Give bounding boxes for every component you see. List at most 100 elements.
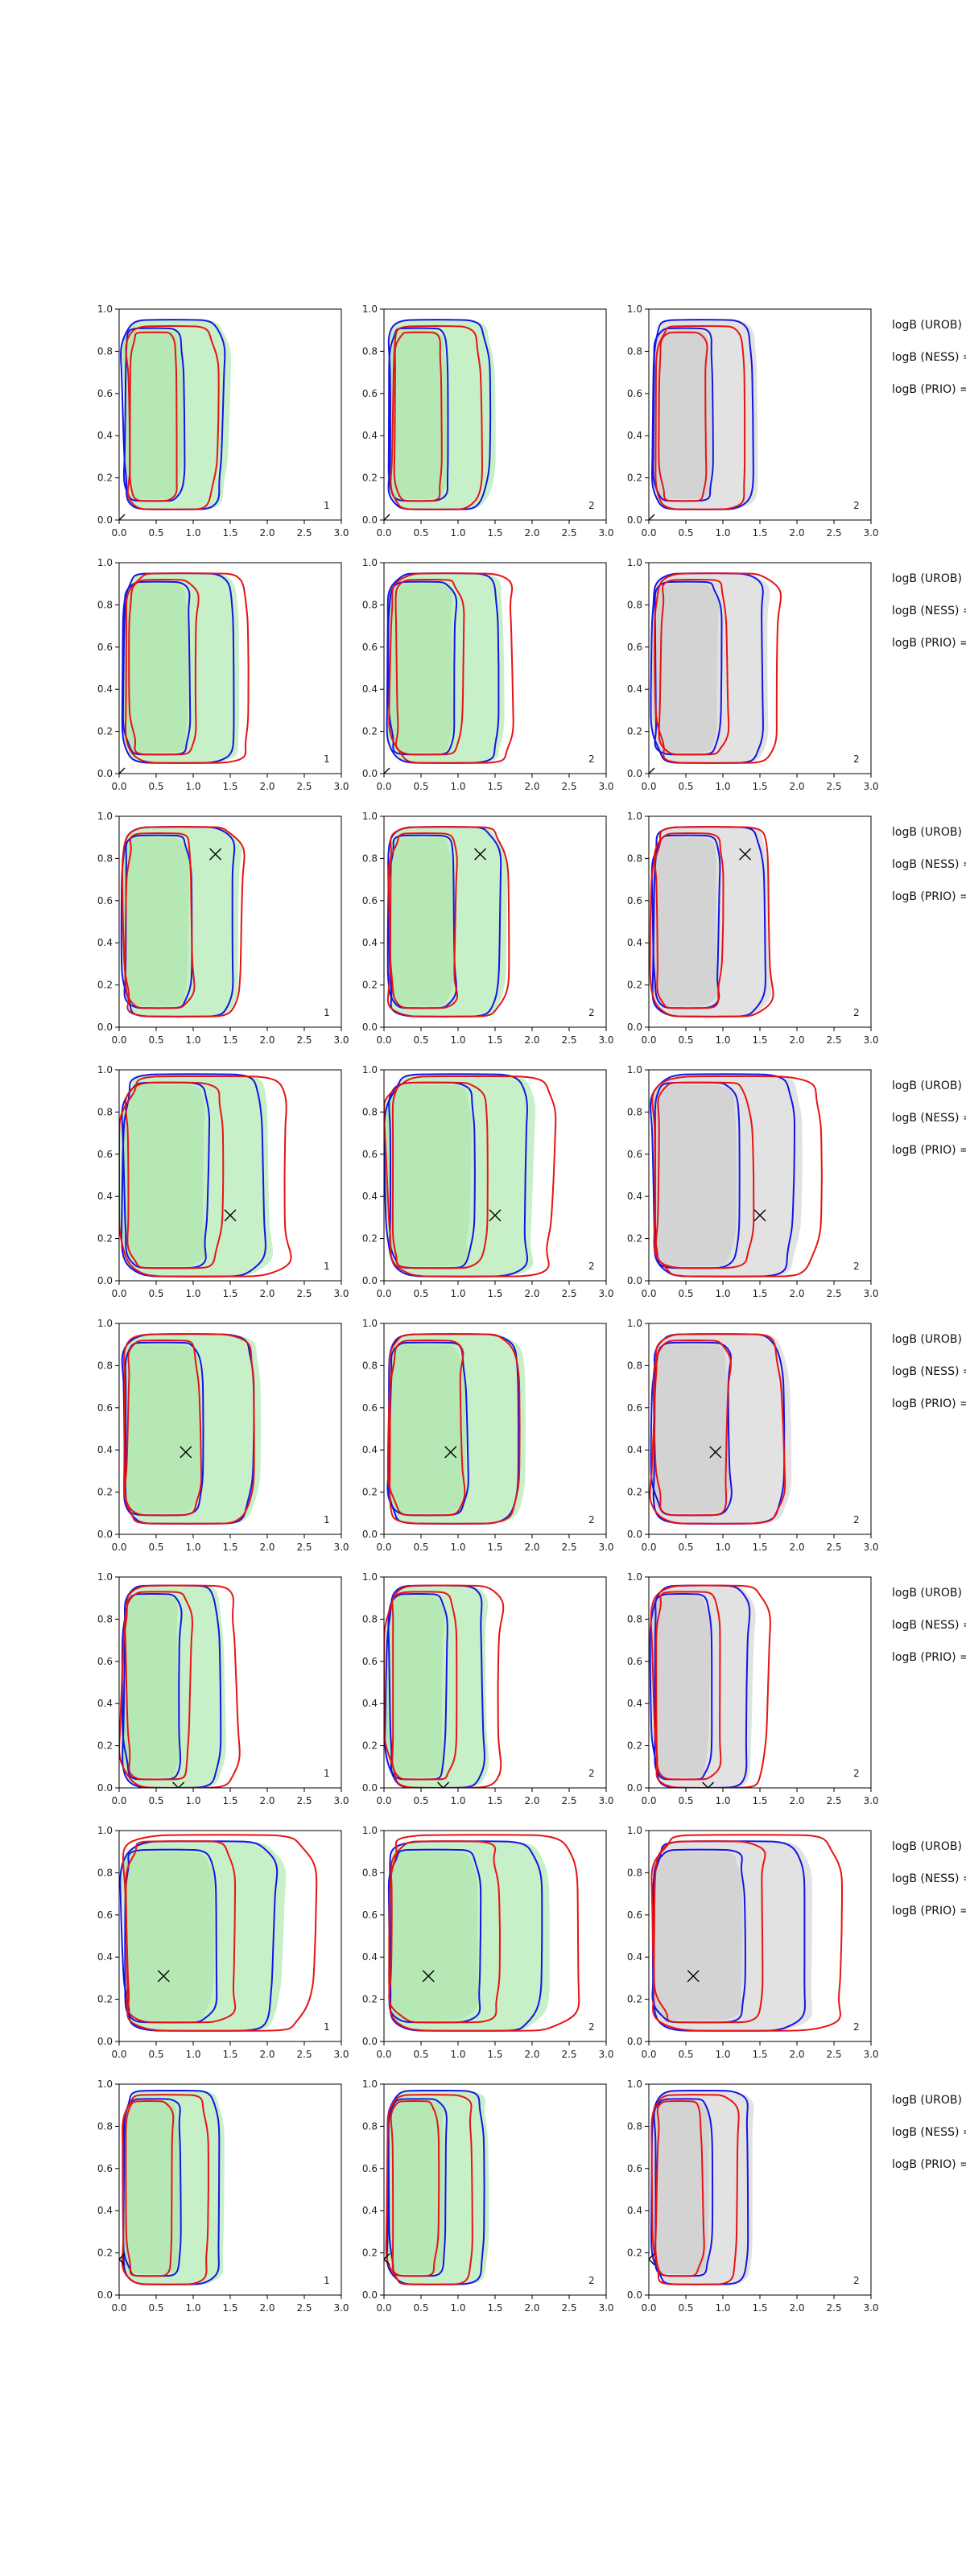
red-outer-contour (650, 2094, 740, 2285)
x-tick-label: 3.0 (333, 1288, 349, 1299)
x-tick-label: 0.0 (111, 781, 126, 792)
y-tick-label: 0.8 (97, 345, 113, 357)
x-tick-label: 3.0 (863, 1034, 878, 1046)
truth-marker (702, 1781, 715, 1788)
prior-inner-fill (123, 1852, 215, 2021)
blue-outer-contour (122, 1584, 222, 1788)
y-tick-label: 0.6 (97, 895, 113, 906)
red-outer-contour (388, 1333, 521, 1525)
plot-area (119, 1834, 318, 2032)
x-tick-label: 1.5 (752, 1542, 767, 1553)
y-tick-label: 0.0 (362, 2289, 378, 2301)
x-tick-label: 2.0 (259, 527, 275, 539)
logb-annotation: logB (UROB) = (892, 1840, 966, 1853)
blue-inner-contour (650, 1341, 733, 1517)
y-tick-label: 0.4 (362, 1698, 378, 1709)
y-tick-label: 0.2 (362, 2248, 378, 2259)
y-tick-label: 0.8 (362, 599, 378, 610)
y-tick-label: 0.4 (627, 1191, 642, 1202)
red-inner-contour (658, 579, 730, 756)
prior-inner-fill (122, 330, 184, 499)
x-tick-label: 0.5 (413, 2049, 428, 2060)
y-tick-label: 1.0 (627, 811, 642, 822)
y-tick-label: 0.2 (97, 1487, 113, 1498)
panel-r4-c3: 0.0 0.5 1.0 1.5 2.0 2.5 3.0 0.0 0.2 0.4 0.6 0.8 1.0 2 (627, 1064, 879, 1299)
y-tick-label: 0.8 (362, 852, 378, 864)
x-tick-label: 1.5 (222, 2049, 237, 2060)
y-tick-label: 0.2 (627, 1487, 642, 1498)
panel-r1-c2: 0.0 0.5 1.0 1.5 2.0 2.5 3.0 0.0 0.2 0.4 0.6 0.8 1.0 2 (362, 303, 614, 539)
panel-number: 2 (588, 1007, 595, 1018)
y-tick-label: 1.0 (627, 1064, 642, 1075)
y-tick-label: 0.0 (362, 768, 378, 779)
blue-inner-contour (122, 2098, 182, 2277)
y-tick-label: 0.8 (97, 852, 113, 864)
y-tick-label: 0.0 (97, 2036, 113, 2047)
x-tick-label: 2.5 (826, 781, 841, 792)
x-tick-label: 1.5 (222, 1288, 237, 1299)
y-tick-label: 1.0 (627, 1571, 642, 1583)
y-tick-label: 0.8 (627, 852, 642, 864)
x-tick-label: 0.5 (148, 527, 163, 539)
prior-inner-fill (652, 1084, 737, 1266)
red-outer-contour (650, 1584, 771, 1788)
x-tick-label: 0.5 (413, 2302, 428, 2314)
y-tick-label: 0.6 (97, 388, 113, 399)
y-tick-label: 0.6 (97, 1909, 113, 1921)
x-tick-label: 0.5 (413, 781, 428, 792)
plot-area (386, 1333, 526, 1525)
y-tick-label: 0.8 (362, 2120, 378, 2132)
truth-marker (209, 848, 222, 861)
red-inner-contour (391, 1591, 458, 1781)
red-inner-contour (124, 1081, 225, 1269)
x-tick-label: 1.5 (752, 1034, 767, 1046)
x-tick-label: 2.5 (296, 1795, 312, 1806)
truth-marker (687, 1970, 700, 1983)
x-tick-label: 2.0 (789, 2302, 804, 2314)
y-tick-label: 0.8 (627, 345, 642, 357)
x-tick-label: 2.5 (561, 2302, 576, 2314)
truth-marker (384, 767, 390, 774)
y-tick-label: 0.8 (97, 599, 113, 610)
x-tick-label: 1.0 (185, 781, 200, 792)
plot-area (384, 572, 514, 774)
prior-inner-fill (652, 330, 711, 499)
y-tick-label: 0.0 (627, 1782, 642, 1794)
logb-annotation: logB (NESS) = (892, 1112, 966, 1125)
y-tick-label: 0.6 (97, 642, 113, 653)
red-outer-contour (125, 325, 220, 510)
truth-marker (739, 848, 752, 861)
y-tick-label: 0.0 (97, 1529, 113, 1540)
x-tick-label: 3.0 (333, 1034, 349, 1046)
plot-area (649, 2089, 754, 2285)
y-tick-label: 1.0 (97, 557, 113, 568)
x-tick-label: 0.0 (111, 1795, 126, 1806)
red-inner-contour (124, 832, 196, 1009)
logb-annotation: logB (UROB) = (892, 1587, 966, 1600)
x-tick-label: 3.0 (333, 2302, 349, 2314)
panel-number: 2 (853, 1007, 860, 1018)
prior-inner-fill (386, 1596, 445, 1777)
y-tick-label: 0.0 (97, 768, 113, 779)
prior-inner-fill (122, 584, 188, 753)
panel-number: 2 (588, 1261, 595, 1272)
x-tick-label: 3.0 (598, 1034, 613, 1046)
x-tick-label: 2.0 (259, 1795, 275, 1806)
truth-marker (474, 848, 487, 861)
x-tick-label: 1.5 (487, 527, 502, 539)
y-tick-label: 1.0 (97, 1318, 113, 1329)
x-tick-label: 2.0 (524, 1795, 539, 1806)
logb-annotation: logB (PRIO) = (892, 637, 966, 650)
x-tick-label: 0.0 (111, 1542, 126, 1553)
x-tick-label: 1.0 (715, 1034, 730, 1046)
y-tick-label: 0.4 (362, 2205, 378, 2216)
y-tick-label: 0.6 (97, 2163, 113, 2174)
panel-r3-c3: 0.0 0.5 1.0 1.5 2.0 2.5 3.0 0.0 0.2 0.4 0.6 0.8 1.0 2 (627, 811, 879, 1046)
x-tick-label: 2.5 (296, 1034, 312, 1046)
y-tick-label: 0.4 (362, 1444, 378, 1455)
x-tick-label: 2.0 (259, 1542, 275, 1553)
panel-number: 2 (853, 1261, 860, 1272)
truth-marker (384, 514, 390, 520)
y-tick-label: 0.6 (97, 1402, 113, 1414)
red-outer-contour (654, 572, 782, 764)
